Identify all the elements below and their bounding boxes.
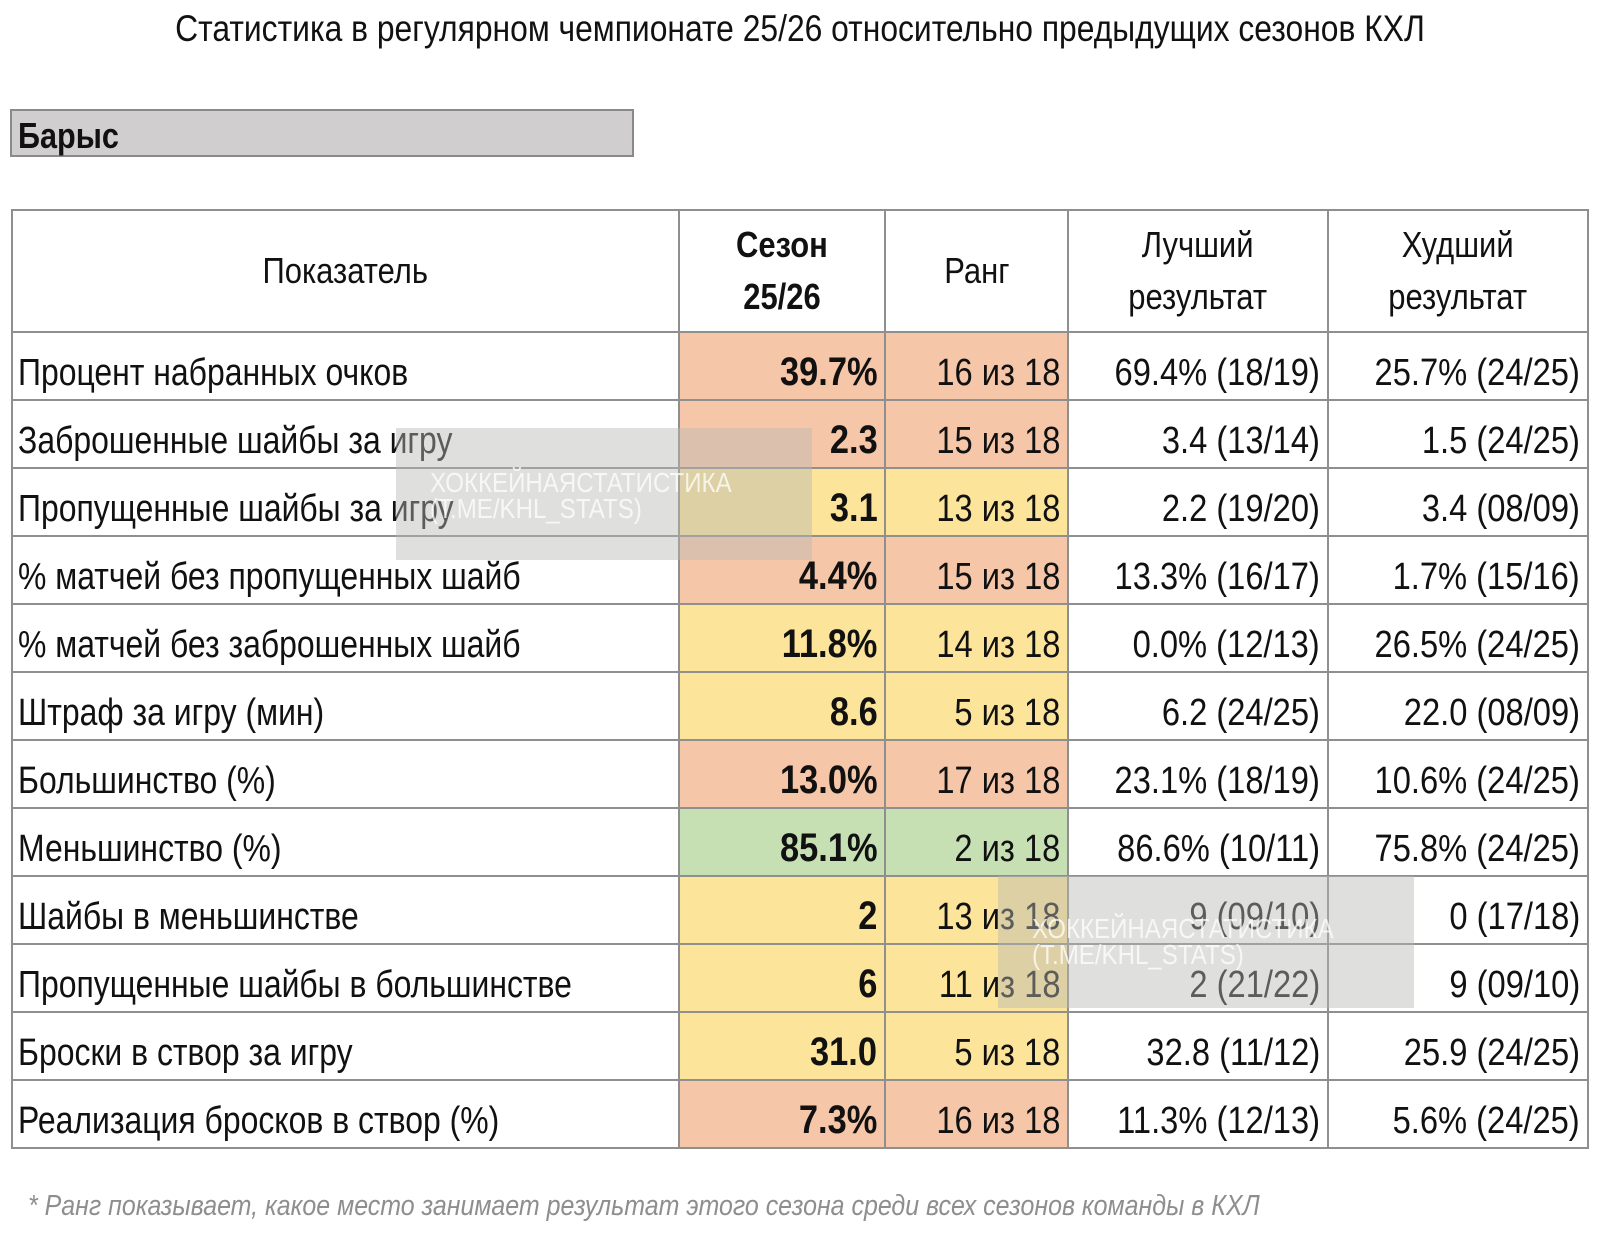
worst-result-cell: 25.7% (24/25)	[1326, 331, 1590, 401]
rank-cell: 13 из 18	[884, 875, 1070, 945]
rank-cell: 17 из 18	[884, 739, 1070, 809]
rank-cell: 16 из 18	[884, 1079, 1070, 1149]
rank-cell: 5 из 18	[884, 671, 1070, 741]
season-value-cell: 11.8%	[678, 603, 887, 673]
worst-result-cell: 26.5% (24/25)	[1326, 603, 1590, 673]
best-result-cell: 23.1% (18/19)	[1067, 739, 1329, 809]
best-result-cell: 13.3% (16/17)	[1067, 535, 1329, 605]
worst-result-cell: 9 (09/10)	[1326, 943, 1590, 1013]
footnote: * Ранг показывает, какое место занимает …	[28, 1190, 1260, 1222]
stats-table: Показатель Сезон 25/26 Ранг Лучший резуль…	[10, 209, 1590, 1149]
rank-cell: 16 из 18	[884, 331, 1070, 401]
rank-cell: 15 из 18	[884, 399, 1070, 469]
metric-cell: Процент набранных очков	[10, 331, 681, 401]
worst-result-cell: 1.5 (24/25)	[1326, 399, 1590, 469]
table-row: Пропущенные шайбы за игру 3.1 13 из 18 2.2 …	[10, 467, 1590, 537]
season-value-cell: 31.0	[678, 1011, 887, 1081]
team-header: Барыс	[10, 109, 634, 157]
table-row: Броски в створ за игру 31.0 5 из 18 32.8 (1…	[10, 1011, 1590, 1081]
table-header-row: Показатель Сезон 25/26 Ранг Лучший резуль…	[10, 209, 1590, 333]
metric-cell: % матчей без заброшенных шайб	[10, 603, 681, 673]
best-result-cell: 6.2 (24/25)	[1067, 671, 1329, 741]
best-result-cell: 2 (21/22)	[1067, 943, 1329, 1013]
metric-cell: Большинство (%)	[10, 739, 681, 809]
season-value-cell: 13.0%	[678, 739, 887, 809]
best-result-cell: 32.8 (11/12)	[1067, 1011, 1329, 1081]
table-row: Пропущенные шайбы в большинстве 6 11 из 18…	[10, 943, 1590, 1013]
best-result-cell: 69.4% (18/19)	[1067, 331, 1329, 401]
header-season: Сезон 25/26	[678, 209, 887, 333]
best-result-cell: 11.3% (12/13)	[1067, 1079, 1329, 1149]
page-title: Статистика в регулярном чемпионате 25/26…	[175, 8, 1425, 49]
metric-cell: Броски в створ за игру	[10, 1011, 681, 1081]
best-result-cell: 3.4 (13/14)	[1067, 399, 1329, 469]
worst-result-cell: 1.7% (15/16)	[1326, 535, 1590, 605]
worst-result-cell: 10.6% (24/25)	[1326, 739, 1590, 809]
metric-cell: Меньшинство (%)	[10, 807, 681, 877]
worst-result-cell: 0 (17/18)	[1326, 875, 1590, 945]
best-result-cell: 2.2 (19/20)	[1067, 467, 1329, 537]
season-value-cell: 7.3%	[678, 1079, 887, 1149]
best-result-cell: 0.0% (12/13)	[1067, 603, 1329, 673]
season-value-cell: 3.1	[678, 467, 887, 537]
season-value-cell: 6	[678, 943, 887, 1013]
table-row: Заброшенные шайбы за игру 2.3 15 из 18 3.4 …	[10, 399, 1590, 469]
table-row: Штраф за игру (мин) 8.6 5 из 18 6.2 (24/25)…	[10, 671, 1590, 741]
worst-result-cell: 25.9 (24/25)	[1326, 1011, 1590, 1081]
header-rank: Ранг	[884, 209, 1070, 333]
rank-cell: 15 из 18	[884, 535, 1070, 605]
rank-cell: 5 из 18	[884, 1011, 1070, 1081]
metric-cell: Пропущенные шайбы в большинстве	[10, 943, 681, 1013]
rank-cell: 13 из 18	[884, 467, 1070, 537]
season-value-cell: 4.4%	[678, 535, 887, 605]
watermark: ХОККЕЙНАЯСТАТИСТИКА (T.ME/KHL_STATS)	[998, 876, 1414, 1008]
table-row: Процент набранных очков 39.7% 16 из 18 69.4…	[10, 331, 1590, 401]
best-result-cell: 9 (09/10)	[1067, 875, 1329, 945]
header-worst: Худший результат	[1326, 209, 1590, 333]
table-row: % матчей без заброшенных шайб 11.8% 14 из …	[10, 603, 1590, 673]
table-row: Шайбы в меньшинстве 2 13 из 18 9 (09/10) 0 (…	[10, 875, 1590, 945]
rank-cell: 11 из 18	[884, 943, 1070, 1013]
worst-result-cell: 3.4 (08/09)	[1326, 467, 1590, 537]
season-value-cell: 8.6	[678, 671, 887, 741]
season-value-cell: 85.1%	[678, 807, 887, 877]
season-value-cell: 2	[678, 875, 887, 945]
table-row: Меньшинство (%) 85.1% 2 из 18 86.6% (10/11)…	[10, 807, 1590, 877]
team-name: Барыс	[18, 115, 119, 156]
table-row: Реализация бросков в створ (%) 7.3% 16 из …	[10, 1079, 1590, 1149]
table-row: % матчей без пропущенных шайб 4.4% 15 из 1…	[10, 535, 1590, 605]
worst-result-cell: 5.6% (24/25)	[1326, 1079, 1590, 1149]
metric-cell: Пропущенные шайбы за игру	[10, 467, 681, 537]
header-best: Лучший результат	[1067, 209, 1329, 333]
watermark: ХОККЕЙНАЯСТАТИСТИКА (T.ME/KHL_STATS)	[396, 428, 812, 560]
metric-cell: Шайбы в меньшинстве	[10, 875, 681, 945]
worst-result-cell: 75.8% (24/25)	[1326, 807, 1590, 877]
best-result-cell: 86.6% (10/11)	[1067, 807, 1329, 877]
table-row: Большинство (%) 13.0% 17 из 18 23.1% (18/19…	[10, 739, 1590, 809]
metric-cell: Заброшенные шайбы за игру	[10, 399, 681, 469]
metric-cell: Штраф за игру (мин)	[10, 671, 681, 741]
rank-cell: 14 из 18	[884, 603, 1070, 673]
metric-cell: Реализация бросков в створ (%)	[10, 1079, 681, 1149]
rank-cell: 2 из 18	[884, 807, 1070, 877]
metric-cell: % матчей без пропущенных шайб	[10, 535, 681, 605]
worst-result-cell: 22.0 (08/09)	[1326, 671, 1590, 741]
header-metric: Показатель	[10, 209, 681, 333]
season-value-cell: 2.3	[678, 399, 887, 469]
season-value-cell: 39.7%	[678, 331, 887, 401]
